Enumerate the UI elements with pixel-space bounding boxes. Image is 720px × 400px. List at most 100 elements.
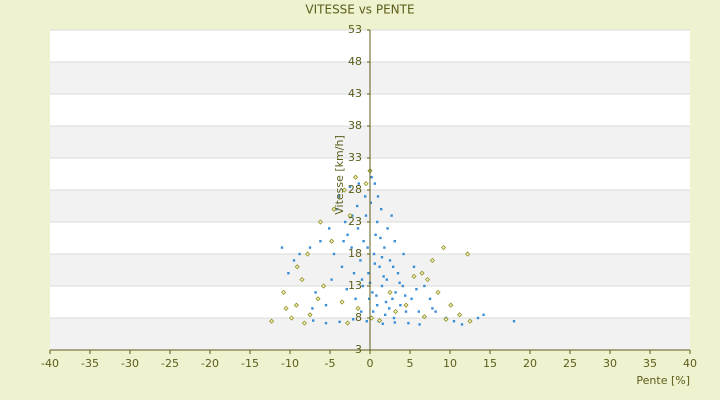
point [289,315,295,321]
x-tick-label: 40 [683,357,697,370]
point [393,309,399,315]
point [324,304,328,307]
point [366,246,369,249]
point [398,281,401,284]
point [281,289,287,295]
point [357,182,360,185]
point [347,213,353,219]
point [339,299,345,305]
point [299,277,305,283]
point [373,182,376,185]
point [352,318,355,321]
x-tick-label: 5 [407,357,414,370]
y-tick-label: 38 [348,119,362,132]
point [329,238,335,244]
point [321,283,327,289]
x-axis-label: Pente [%] [636,374,690,387]
point [373,262,376,265]
point [460,323,464,326]
x-tick-label: -15 [241,357,259,370]
x-tick-label: 15 [483,357,497,370]
point [391,297,394,300]
point [370,176,373,179]
x-tick-label: 10 [443,357,457,370]
point [423,284,426,288]
point [319,240,322,243]
point [376,304,379,307]
point [305,251,311,257]
point [388,307,391,310]
point [431,307,434,310]
point [345,320,351,326]
point [311,307,314,310]
point [340,265,344,268]
point [428,297,432,300]
x-tick-label: -30 [121,357,139,370]
point [345,288,348,291]
y-tick-label: 43 [348,87,362,100]
point [280,246,284,249]
point [377,317,383,324]
point [388,259,392,262]
point [384,313,387,316]
point [374,233,377,236]
point [419,270,425,276]
point [308,246,312,249]
y-tick-label: 28 [348,183,362,196]
point [392,265,395,268]
point [376,195,380,198]
point [415,288,418,291]
point [417,310,420,313]
x-tick-label: -25 [161,357,179,370]
point [315,296,321,302]
point [283,305,289,311]
point [476,316,480,320]
point [390,214,393,217]
point [298,252,301,256]
point [367,272,370,275]
point [292,259,296,262]
point [512,320,516,323]
point [356,204,359,208]
point [429,257,435,263]
y-axis-label: Vitesse [km/h] [333,135,346,215]
point [269,318,275,324]
point [384,300,388,304]
point [346,233,349,236]
y-tick-label: 23 [348,215,362,228]
x-tick-label: -35 [81,357,99,370]
y-tick-label: 18 [348,247,362,260]
point [360,278,364,281]
point [356,227,360,230]
point [467,318,473,324]
y-tick-label: 3 [355,343,362,356]
point [368,297,371,300]
point [387,289,393,295]
y-tick-label: 53 [348,23,362,36]
point [421,314,427,320]
point [317,219,323,225]
point [411,273,417,279]
point [425,277,431,283]
point [380,284,384,288]
point [363,181,369,187]
point [376,220,379,224]
y-tick-label: 48 [348,55,362,68]
point [392,316,396,320]
point [393,321,396,324]
point [379,236,382,240]
point [369,201,372,204]
point [341,187,347,193]
point [293,302,299,308]
point [396,272,400,275]
point [448,302,454,308]
point [410,297,413,300]
point [418,323,421,326]
point [393,240,396,243]
point [371,291,374,294]
point [380,208,383,211]
point [301,320,307,326]
point [401,284,404,288]
y-tick-label: 8 [355,311,362,324]
